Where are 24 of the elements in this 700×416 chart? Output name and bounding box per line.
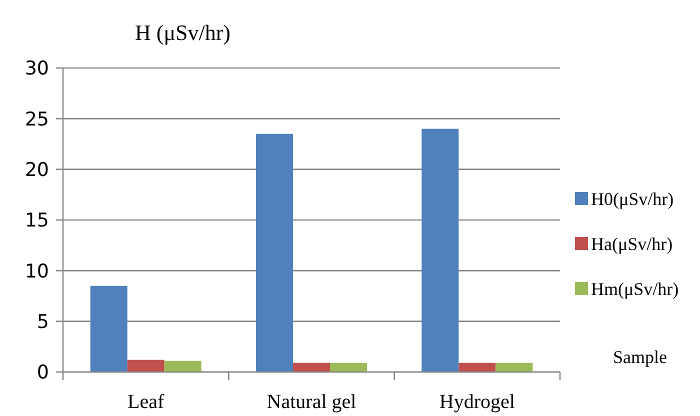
y-tick-label: 20 [24,158,49,181]
legend-label: Hm(μSv/hr) [591,279,679,299]
bar [127,360,164,372]
bar [330,362,367,372]
bar [458,362,496,372]
x-tick-label: Leaf [128,391,164,413]
bar [256,134,293,372]
bar [496,362,533,372]
y-tick-label: 15 [24,210,49,232]
bar [164,360,202,372]
y-tick-label: 0 [36,362,49,384]
legend-label: H0(μSv/hr) [591,189,674,209]
bar [293,362,330,372]
y-tick-label: 30 [24,58,49,80]
bar [90,286,128,372]
x-axis-title: Sample [613,347,667,367]
x-tick-label: Hydrogel [439,391,516,413]
y-tick-label: 25 [24,108,49,130]
y-tick-label: 5 [36,310,49,333]
y-axis-title: H (μSv/hr) [135,20,231,45]
y-tick-label: 10 [24,260,49,282]
legend-label: Ha(μSv/hr) [591,234,673,254]
x-tick-label: Natural gel [266,391,357,413]
bar [422,128,459,372]
